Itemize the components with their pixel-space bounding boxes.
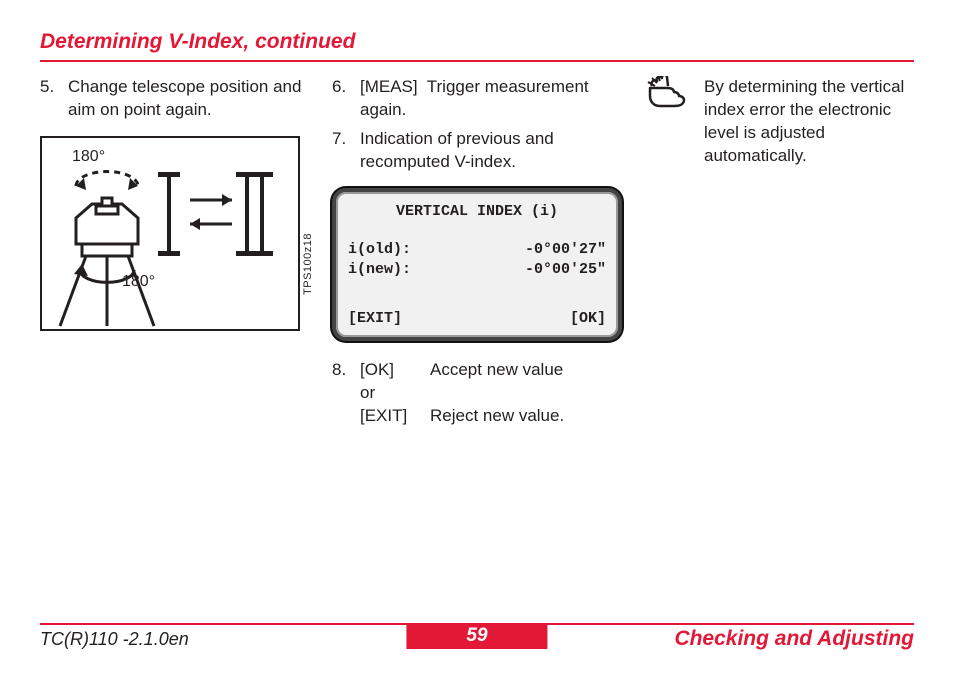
step-5: 5. Change telescope position and aim on … bbox=[40, 76, 308, 122]
step-text: Indication of previous and recomputed V-… bbox=[360, 129, 554, 171]
step-8-or: or bbox=[360, 382, 430, 405]
note-text: By determining the vertical index error … bbox=[704, 76, 914, 168]
step-list-left: 5. Change telescope position and aim on … bbox=[40, 76, 308, 122]
step-list-mid: 6. [MEAS] Trigger measurement again. 7. … bbox=[332, 76, 622, 174]
illustration-svg bbox=[42, 138, 302, 333]
lcd-panel: VERTICAL INDEX (i) i(old): -0°00'27" i(n… bbox=[332, 188, 622, 341]
angle-label-bottom: 180° bbox=[122, 273, 155, 291]
lcd-softkeys: [EXIT] [OK] bbox=[348, 309, 606, 329]
step-number: 7. bbox=[332, 128, 346, 151]
footer-doc-id: TC(R)110 -2.1.0en bbox=[40, 627, 189, 650]
telescope-illustration: 180° 180° bbox=[40, 136, 300, 331]
step-8: 8. [OK] Accept new value or [EXIT] Reje bbox=[332, 359, 622, 428]
step-8-row-exit: [EXIT] Reject new value. bbox=[360, 405, 622, 428]
lcd-ok: [OK] bbox=[570, 309, 606, 329]
angle-label-top: 180° bbox=[72, 148, 105, 166]
step-number: 5. bbox=[40, 76, 54, 99]
step-7: 7. Indication of previous and recomputed… bbox=[332, 128, 622, 174]
illustration-code: TPS100z18 bbox=[302, 233, 314, 295]
step-number: 6. bbox=[332, 76, 346, 99]
page: Determining V-Index, continued 5. Change… bbox=[0, 0, 954, 677]
note: By determining the vertical index error … bbox=[646, 76, 914, 168]
lcd-title: VERTICAL INDEX (i) bbox=[348, 202, 606, 222]
step-8-exit-key: [EXIT] bbox=[360, 405, 430, 428]
lcd-row-old: i(old): -0°00'27" bbox=[348, 240, 606, 260]
step-6: 6. [MEAS] Trigger measurement again. bbox=[332, 76, 622, 122]
lcd-exit: [EXIT] bbox=[348, 309, 402, 329]
step-text: Change telescope position and aim on poi… bbox=[68, 77, 301, 119]
column-1: 5. Change telescope position and aim on … bbox=[40, 76, 308, 434]
step-8-ok-val: Accept new value bbox=[430, 359, 622, 382]
step-key: [MEAS] bbox=[360, 77, 418, 96]
step-8-ok-key: [OK] bbox=[360, 359, 430, 382]
lcd-row-new: i(new): -0°00'25" bbox=[348, 260, 606, 280]
column-3: By determining the vertical index error … bbox=[646, 76, 914, 434]
lcd-label: i(old): bbox=[348, 240, 411, 260]
content-columns: 5. Change telescope position and aim on … bbox=[40, 76, 914, 434]
illustration-wrap: 180° 180° TPS100z18 bbox=[40, 136, 308, 331]
pointing-hand-icon bbox=[646, 76, 690, 168]
footer-page-number: 59 bbox=[406, 623, 547, 649]
lcd-value: -0°00'25" bbox=[525, 260, 606, 280]
step-number: 8. bbox=[332, 359, 346, 382]
column-2: 6. [MEAS] Trigger measurement again. 7. … bbox=[332, 76, 622, 434]
step-8-row-ok: [OK] Accept new value bbox=[360, 359, 622, 382]
footer-chapter: Checking and Adjusting bbox=[674, 625, 914, 651]
lcd-value: -0°00'27" bbox=[525, 240, 606, 260]
footer: TC(R)110 -2.1.0en 59 Checking and Adjust… bbox=[40, 623, 914, 651]
lcd-label: i(new): bbox=[348, 260, 411, 280]
step-list-mid-2: 8. [OK] Accept new value or [EXIT] Reje bbox=[332, 359, 622, 428]
step-8-exit-val: Reject new value. bbox=[430, 405, 622, 428]
step-8-row-or: or bbox=[360, 382, 622, 405]
section-title: Determining V-Index, continued bbox=[40, 30, 914, 62]
footer-line: TC(R)110 -2.1.0en 59 Checking and Adjust… bbox=[40, 623, 914, 651]
